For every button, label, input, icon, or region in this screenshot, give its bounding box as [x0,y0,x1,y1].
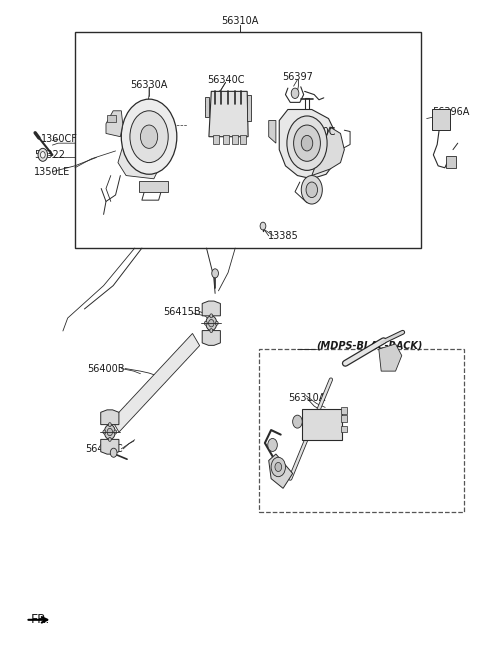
Text: 56397: 56397 [282,72,313,82]
Circle shape [291,88,299,99]
Bar [259,349,464,512]
Polygon shape [140,180,168,191]
Circle shape [306,182,318,197]
Text: 56340C: 56340C [207,75,244,85]
Text: 56400B: 56400B [87,363,125,374]
Circle shape [210,328,213,332]
Circle shape [114,430,117,434]
Polygon shape [118,147,158,178]
Circle shape [275,463,282,472]
Circle shape [204,321,207,325]
Circle shape [271,458,286,476]
Polygon shape [101,439,119,454]
Text: (MDPS-BLAC-RACK): (MDPS-BLAC-RACK) [317,340,423,350]
Polygon shape [379,344,402,371]
Polygon shape [101,410,119,424]
Circle shape [130,111,168,163]
Circle shape [121,99,177,174]
Text: 56322: 56322 [34,150,65,160]
Circle shape [38,149,48,162]
Bar [341,426,347,432]
Polygon shape [205,97,209,117]
Bar [213,136,219,145]
Circle shape [107,428,112,435]
Circle shape [104,424,115,439]
Circle shape [141,125,157,149]
Text: 56415C: 56415C [85,444,122,454]
Circle shape [208,319,214,327]
Text: 56396A: 56396A [432,107,469,117]
Bar [341,408,347,414]
Text: FR.: FR. [30,613,50,626]
Circle shape [40,152,45,158]
Bar [75,32,421,248]
Circle shape [212,269,218,278]
Circle shape [206,316,217,330]
Polygon shape [279,110,335,178]
Text: 56310A: 56310A [221,16,259,27]
Text: 1360CF: 1360CF [41,134,78,144]
Circle shape [294,125,321,162]
Circle shape [210,314,213,318]
Circle shape [260,222,266,230]
Text: 56390C: 56390C [298,127,336,136]
Circle shape [268,439,277,452]
Polygon shape [202,301,220,316]
Bar [341,415,347,422]
Polygon shape [302,409,342,440]
Circle shape [110,448,117,458]
Text: 56310A: 56310A [288,393,326,403]
Bar [240,136,246,145]
Text: 56330A: 56330A [131,80,168,90]
Circle shape [301,136,313,151]
Circle shape [301,175,323,204]
Circle shape [103,430,106,434]
Polygon shape [112,334,200,432]
Circle shape [216,321,218,325]
Circle shape [108,437,111,441]
Circle shape [293,415,302,428]
Bar [446,156,456,168]
Bar [232,136,238,145]
Bar [223,136,228,145]
Polygon shape [312,127,344,175]
Bar [432,110,450,130]
Polygon shape [269,454,293,488]
Polygon shape [269,121,276,143]
Bar [107,115,116,123]
Polygon shape [247,95,251,121]
Text: 13385: 13385 [268,231,299,241]
Polygon shape [209,92,248,137]
Text: 1350LE: 1350LE [34,167,71,177]
Text: 56415B: 56415B [163,306,201,317]
Circle shape [287,116,327,171]
Polygon shape [202,330,220,345]
Polygon shape [106,111,123,137]
Circle shape [108,422,111,426]
